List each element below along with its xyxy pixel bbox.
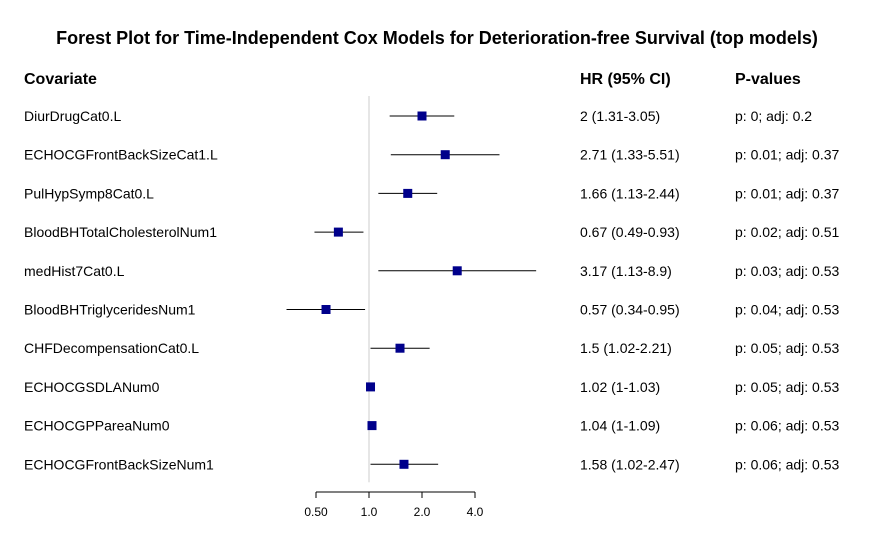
forest-row: ECHOCGFrontBackSizeCat1.L 2.71 (1.33-5.51…: [24, 147, 840, 163]
forest-row: ECHOCGFrontBackSizeNum1 1.58 (1.02-2.47) p…: [24, 456, 840, 472]
forest-row: PulHypSymp8Cat0.L 1.66 (1.13-2.44) p: 0.01…: [24, 185, 840, 201]
hr-ci-label: 0.67 (0.49-0.93): [580, 224, 680, 240]
covariate-label: CHFDecompensationCat0.L: [24, 340, 199, 356]
hr-point: [366, 382, 376, 392]
hr-ci-label: 1.66 (1.13-2.44): [580, 185, 680, 201]
header-pvalues: P-values: [735, 71, 801, 88]
forest-row: BloodBHTotalCholesterolNum1 0.67 (0.49-0.…: [24, 224, 840, 240]
chart-title: Forest Plot for Time-Independent Cox Mod…: [56, 28, 818, 48]
pvalue-label: p: 0.04; adj: 0.53: [735, 302, 840, 318]
hr-point: [417, 111, 427, 121]
pvalue-label: p: 0; adj: 0.2: [735, 108, 812, 124]
x-tick-label: 4.0: [467, 505, 484, 519]
pvalue-label: p: 0.05; adj: 0.53: [735, 340, 840, 356]
hr-point: [321, 305, 331, 314]
forest-row: medHist7Cat0.L 3.17 (1.13-8.9) p: 0.03; ad…: [24, 263, 840, 279]
forest-row: ECHOCGPPareaNum0 1.04 (1-1.09) p: 0.06; ad…: [24, 418, 840, 434]
hr-point: [440, 150, 450, 160]
covariate-label: DiurDrugCat0.L: [24, 108, 121, 124]
header-covariate: Covariate: [24, 71, 97, 88]
hr-point: [452, 266, 462, 276]
hr-point: [399, 459, 409, 469]
hr-ci-label: 1.58 (1.02-2.47): [580, 456, 680, 472]
pvalue-label: p: 0.01; adj: 0.37: [735, 147, 840, 163]
hr-point: [333, 227, 343, 237]
hr-ci-label: 0.57 (0.34-0.95): [580, 302, 680, 318]
hr-point: [367, 421, 377, 431]
hr-ci-label: 1.04 (1-1.09): [580, 418, 660, 434]
forest-rows: DiurDrugCat0.L 2 (1.31-3.05) p: 0; adj: 0.…: [24, 96, 840, 483]
covariate-label: PulHypSymp8Cat0.L: [24, 185, 154, 201]
x-axis: 0.50 1.0 2.0 4.0: [304, 491, 484, 519]
covariate-label: ECHOCGPPareaNum0: [24, 418, 170, 434]
hr-ci-label: 1.02 (1-1.03): [580, 379, 660, 395]
forest-row: BloodBHTriglyceridesNum1 0.57 (0.34-0.95)…: [24, 302, 840, 318]
hr-point: [395, 343, 405, 353]
forest-row: DiurDrugCat0.L 2 (1.31-3.05) p: 0; adj: 0.…: [24, 108, 812, 124]
hr-ci-label: 2.71 (1.33-5.51): [580, 147, 680, 163]
forest-row: ECHOCGSDLANum0 1.02 (1-1.03) p: 0.05; adj:…: [24, 379, 840, 395]
covariate-label: ECHOCGFrontBackSizeNum1: [24, 456, 214, 472]
pvalue-label: p: 0.06; adj: 0.53: [735, 456, 840, 472]
covariate-label: medHist7Cat0.L: [24, 263, 125, 279]
pvalue-label: p: 0.05; adj: 0.53: [735, 379, 840, 395]
x-tick-label: 0.50: [304, 505, 328, 519]
hr-ci-label: 3.17 (1.13-8.9): [580, 263, 672, 279]
hr-point: [403, 188, 413, 198]
x-tick-label: 1.0: [361, 505, 378, 519]
pvalue-label: p: 0.03; adj: 0.53: [735, 263, 840, 279]
covariate-label: ECHOCGFrontBackSizeCat1.L: [24, 147, 218, 163]
covariate-label: ECHOCGSDLANum0: [24, 379, 160, 395]
covariate-label: BloodBHTotalCholesterolNum1: [24, 224, 217, 240]
forest-row: CHFDecompensationCat0.L 1.5 (1.02-2.21) p:…: [24, 340, 840, 356]
hr-ci-label: 2 (1.31-3.05): [580, 108, 660, 124]
covariate-label: BloodBHTriglyceridesNum1: [24, 302, 196, 318]
pvalue-label: p: 0.01; adj: 0.37: [735, 185, 840, 201]
x-tick-label: 2.0: [414, 505, 431, 519]
pvalue-label: p: 0.06; adj: 0.53: [735, 418, 840, 434]
hr-ci-label: 1.5 (1.02-2.21): [580, 340, 672, 356]
header-hr: HR (95% CI): [580, 71, 671, 88]
pvalue-label: p: 0.02; adj: 0.51: [735, 224, 840, 240]
